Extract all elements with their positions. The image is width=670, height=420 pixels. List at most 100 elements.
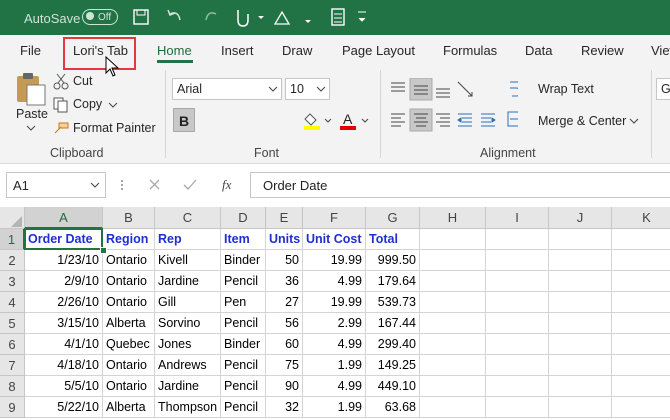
- copy-dropdown[interactable]: [108, 101, 118, 109]
- paste-icon[interactable]: [14, 72, 50, 106]
- ribbon-tab[interactable]: Insert: [221, 43, 254, 58]
- cell[interactable]: 179.64: [366, 271, 420, 292]
- cell[interactable]: 167.44: [366, 313, 420, 334]
- cell[interactable]: 4/1/10: [25, 334, 103, 355]
- cell[interactable]: Units: [266, 229, 303, 250]
- column-header[interactable]: D: [221, 207, 266, 229]
- font-color-label[interactable]: A: [343, 111, 353, 127]
- cell[interactable]: 1.99: [303, 397, 366, 418]
- formula-content[interactable]: Order Date: [263, 178, 328, 193]
- row-header[interactable]: 8: [0, 376, 25, 397]
- cell[interactable]: Thompson: [155, 397, 221, 418]
- copy-label[interactable]: Copy: [73, 97, 103, 111]
- ribbon-tab[interactable]: File: [20, 43, 41, 58]
- wrap-text-label[interactable]: Wrap Text: [538, 82, 594, 96]
- cell[interactable]: 63.68: [366, 397, 420, 418]
- cell[interactable]: 36: [266, 271, 303, 292]
- cell[interactable]: [486, 355, 549, 376]
- cell[interactable]: Pencil: [221, 376, 266, 397]
- cell[interactable]: [612, 355, 670, 376]
- cell[interactable]: Kivell: [155, 250, 221, 271]
- cell[interactable]: 449.10: [366, 376, 420, 397]
- cell[interactable]: [612, 292, 670, 313]
- name-box[interactable]: [6, 172, 106, 198]
- ribbon-tab[interactable]: Formulas: [443, 43, 498, 58]
- cell[interactable]: 4/18/10: [25, 355, 103, 376]
- cell[interactable]: [612, 229, 670, 250]
- cell[interactable]: [486, 334, 549, 355]
- cut-label[interactable]: Cut: [73, 74, 93, 88]
- name-box-dropdown[interactable]: [90, 181, 100, 189]
- font-name-dropdown[interactable]: [268, 85, 278, 93]
- cell[interactable]: Pencil: [221, 271, 266, 292]
- column-header[interactable]: G: [366, 207, 420, 229]
- cell[interactable]: Binder: [221, 334, 266, 355]
- cell[interactable]: [612, 334, 670, 355]
- cell[interactable]: 75: [266, 355, 303, 376]
- cell[interactable]: 90: [266, 376, 303, 397]
- cell[interactable]: 32: [266, 397, 303, 418]
- column-header[interactable]: H: [420, 207, 486, 229]
- cell[interactable]: [420, 313, 486, 334]
- cell[interactable]: [420, 355, 486, 376]
- cell[interactable]: [420, 250, 486, 271]
- cell[interactable]: Total: [366, 229, 420, 250]
- cell[interactable]: [549, 313, 612, 334]
- cell[interactable]: [486, 313, 549, 334]
- cell[interactable]: 4.99: [303, 271, 366, 292]
- column-header[interactable]: F: [303, 207, 366, 229]
- cell[interactable]: Ontario: [103, 250, 155, 271]
- bold-button[interactable]: [173, 108, 195, 132]
- number-format-label[interactable]: G: [661, 82, 670, 96]
- cell[interactable]: 4.99: [303, 334, 366, 355]
- cell[interactable]: 2.99: [303, 313, 366, 334]
- cell[interactable]: Pen: [221, 292, 266, 313]
- cell[interactable]: 50: [266, 250, 303, 271]
- cell[interactable]: Region: [103, 229, 155, 250]
- cell[interactable]: Ontario: [103, 355, 155, 376]
- cell[interactable]: Ontario: [103, 271, 155, 292]
- cell[interactable]: 19.99: [303, 250, 366, 271]
- cell[interactable]: Pencil: [221, 355, 266, 376]
- cell[interactable]: Alberta: [103, 313, 155, 334]
- row-header[interactable]: 3: [0, 271, 25, 292]
- name-box-value[interactable]: A1: [13, 178, 29, 193]
- cell[interactable]: Ontario: [103, 292, 155, 313]
- cell[interactable]: 56: [266, 313, 303, 334]
- row-header[interactable]: 7: [0, 355, 25, 376]
- font-size-box[interactable]: [285, 78, 330, 100]
- cell[interactable]: Pencil: [221, 397, 266, 418]
- cell[interactable]: [612, 250, 670, 271]
- cell[interactable]: Sorvino: [155, 313, 221, 334]
- cell[interactable]: Ontario: [103, 376, 155, 397]
- font-name-box[interactable]: [172, 78, 282, 100]
- column-header[interactable]: J: [549, 207, 612, 229]
- cell[interactable]: [486, 250, 549, 271]
- cell[interactable]: 5/22/10: [25, 397, 103, 418]
- cell[interactable]: [549, 376, 612, 397]
- cell[interactable]: [549, 355, 612, 376]
- merge-dropdown[interactable]: [629, 117, 639, 125]
- cell[interactable]: [549, 397, 612, 418]
- row-header[interactable]: 6: [0, 334, 25, 355]
- cell[interactable]: [486, 292, 549, 313]
- cell[interactable]: 2/9/10: [25, 271, 103, 292]
- font-color-icons[interactable]: [302, 110, 372, 132]
- quick-access-icons[interactable]: [130, 6, 370, 30]
- cell[interactable]: [420, 292, 486, 313]
- cell[interactable]: [612, 376, 670, 397]
- cell[interactable]: [549, 250, 612, 271]
- row-header[interactable]: 2: [0, 250, 25, 271]
- cell[interactable]: 60: [266, 334, 303, 355]
- ribbon-tab[interactable]: Home: [157, 43, 192, 58]
- cell[interactable]: [612, 313, 670, 334]
- cell[interactable]: 1/23/10: [25, 250, 103, 271]
- ribbon-tab[interactable]: Data: [525, 43, 553, 58]
- cell[interactable]: 299.40: [366, 334, 420, 355]
- cell[interactable]: [486, 229, 549, 250]
- font-size[interactable]: 10: [290, 82, 304, 96]
- row-header[interactable]: 9: [0, 397, 25, 418]
- ribbon-tab[interactable]: Draw: [282, 43, 313, 58]
- cell[interactable]: Item: [221, 229, 266, 250]
- column-header[interactable]: E: [266, 207, 303, 229]
